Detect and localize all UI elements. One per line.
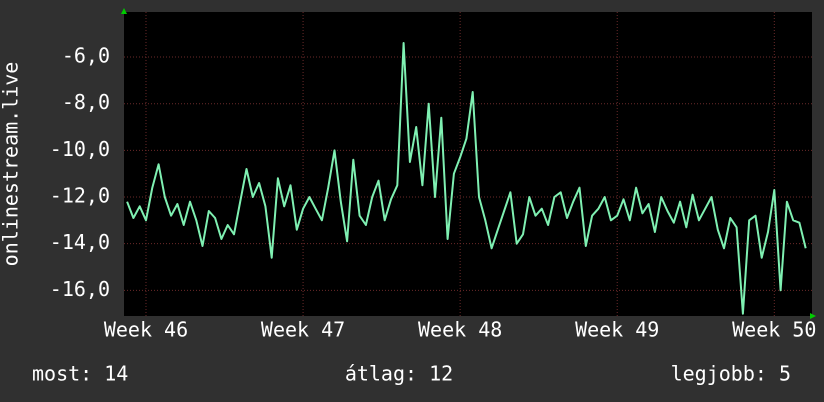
legend-max: legjobb: 5 — [671, 362, 791, 386]
legend-current: most: 14 — [32, 362, 128, 386]
legend-average: átlag: 12 — [345, 362, 453, 386]
series — [126, 42, 807, 315]
y-tick-label: -10,0 — [50, 137, 110, 161]
x-tick-label: Week 50 — [732, 318, 816, 342]
x-axis-arrow — [810, 313, 816, 319]
y-tick-label: -8,0 — [62, 90, 110, 114]
y-tick-label: -6,0 — [62, 44, 110, 68]
data-line — [126, 42, 807, 315]
y-axis-arrow — [121, 8, 127, 14]
y-tick-label: -14,0 — [50, 230, 110, 254]
x-tick-label: Week 47 — [261, 318, 345, 342]
grid — [124, 12, 812, 316]
y-axis-label: onlinestream.live — [0, 62, 23, 267]
x-tick-label: Week 46 — [104, 318, 188, 342]
x-tick-label: Week 48 — [418, 318, 502, 342]
y-tick-label: -12,0 — [50, 184, 110, 208]
y-tick-label: -16,0 — [50, 277, 110, 301]
plot-area — [124, 12, 812, 316]
x-tick-label: Week 49 — [575, 318, 659, 342]
